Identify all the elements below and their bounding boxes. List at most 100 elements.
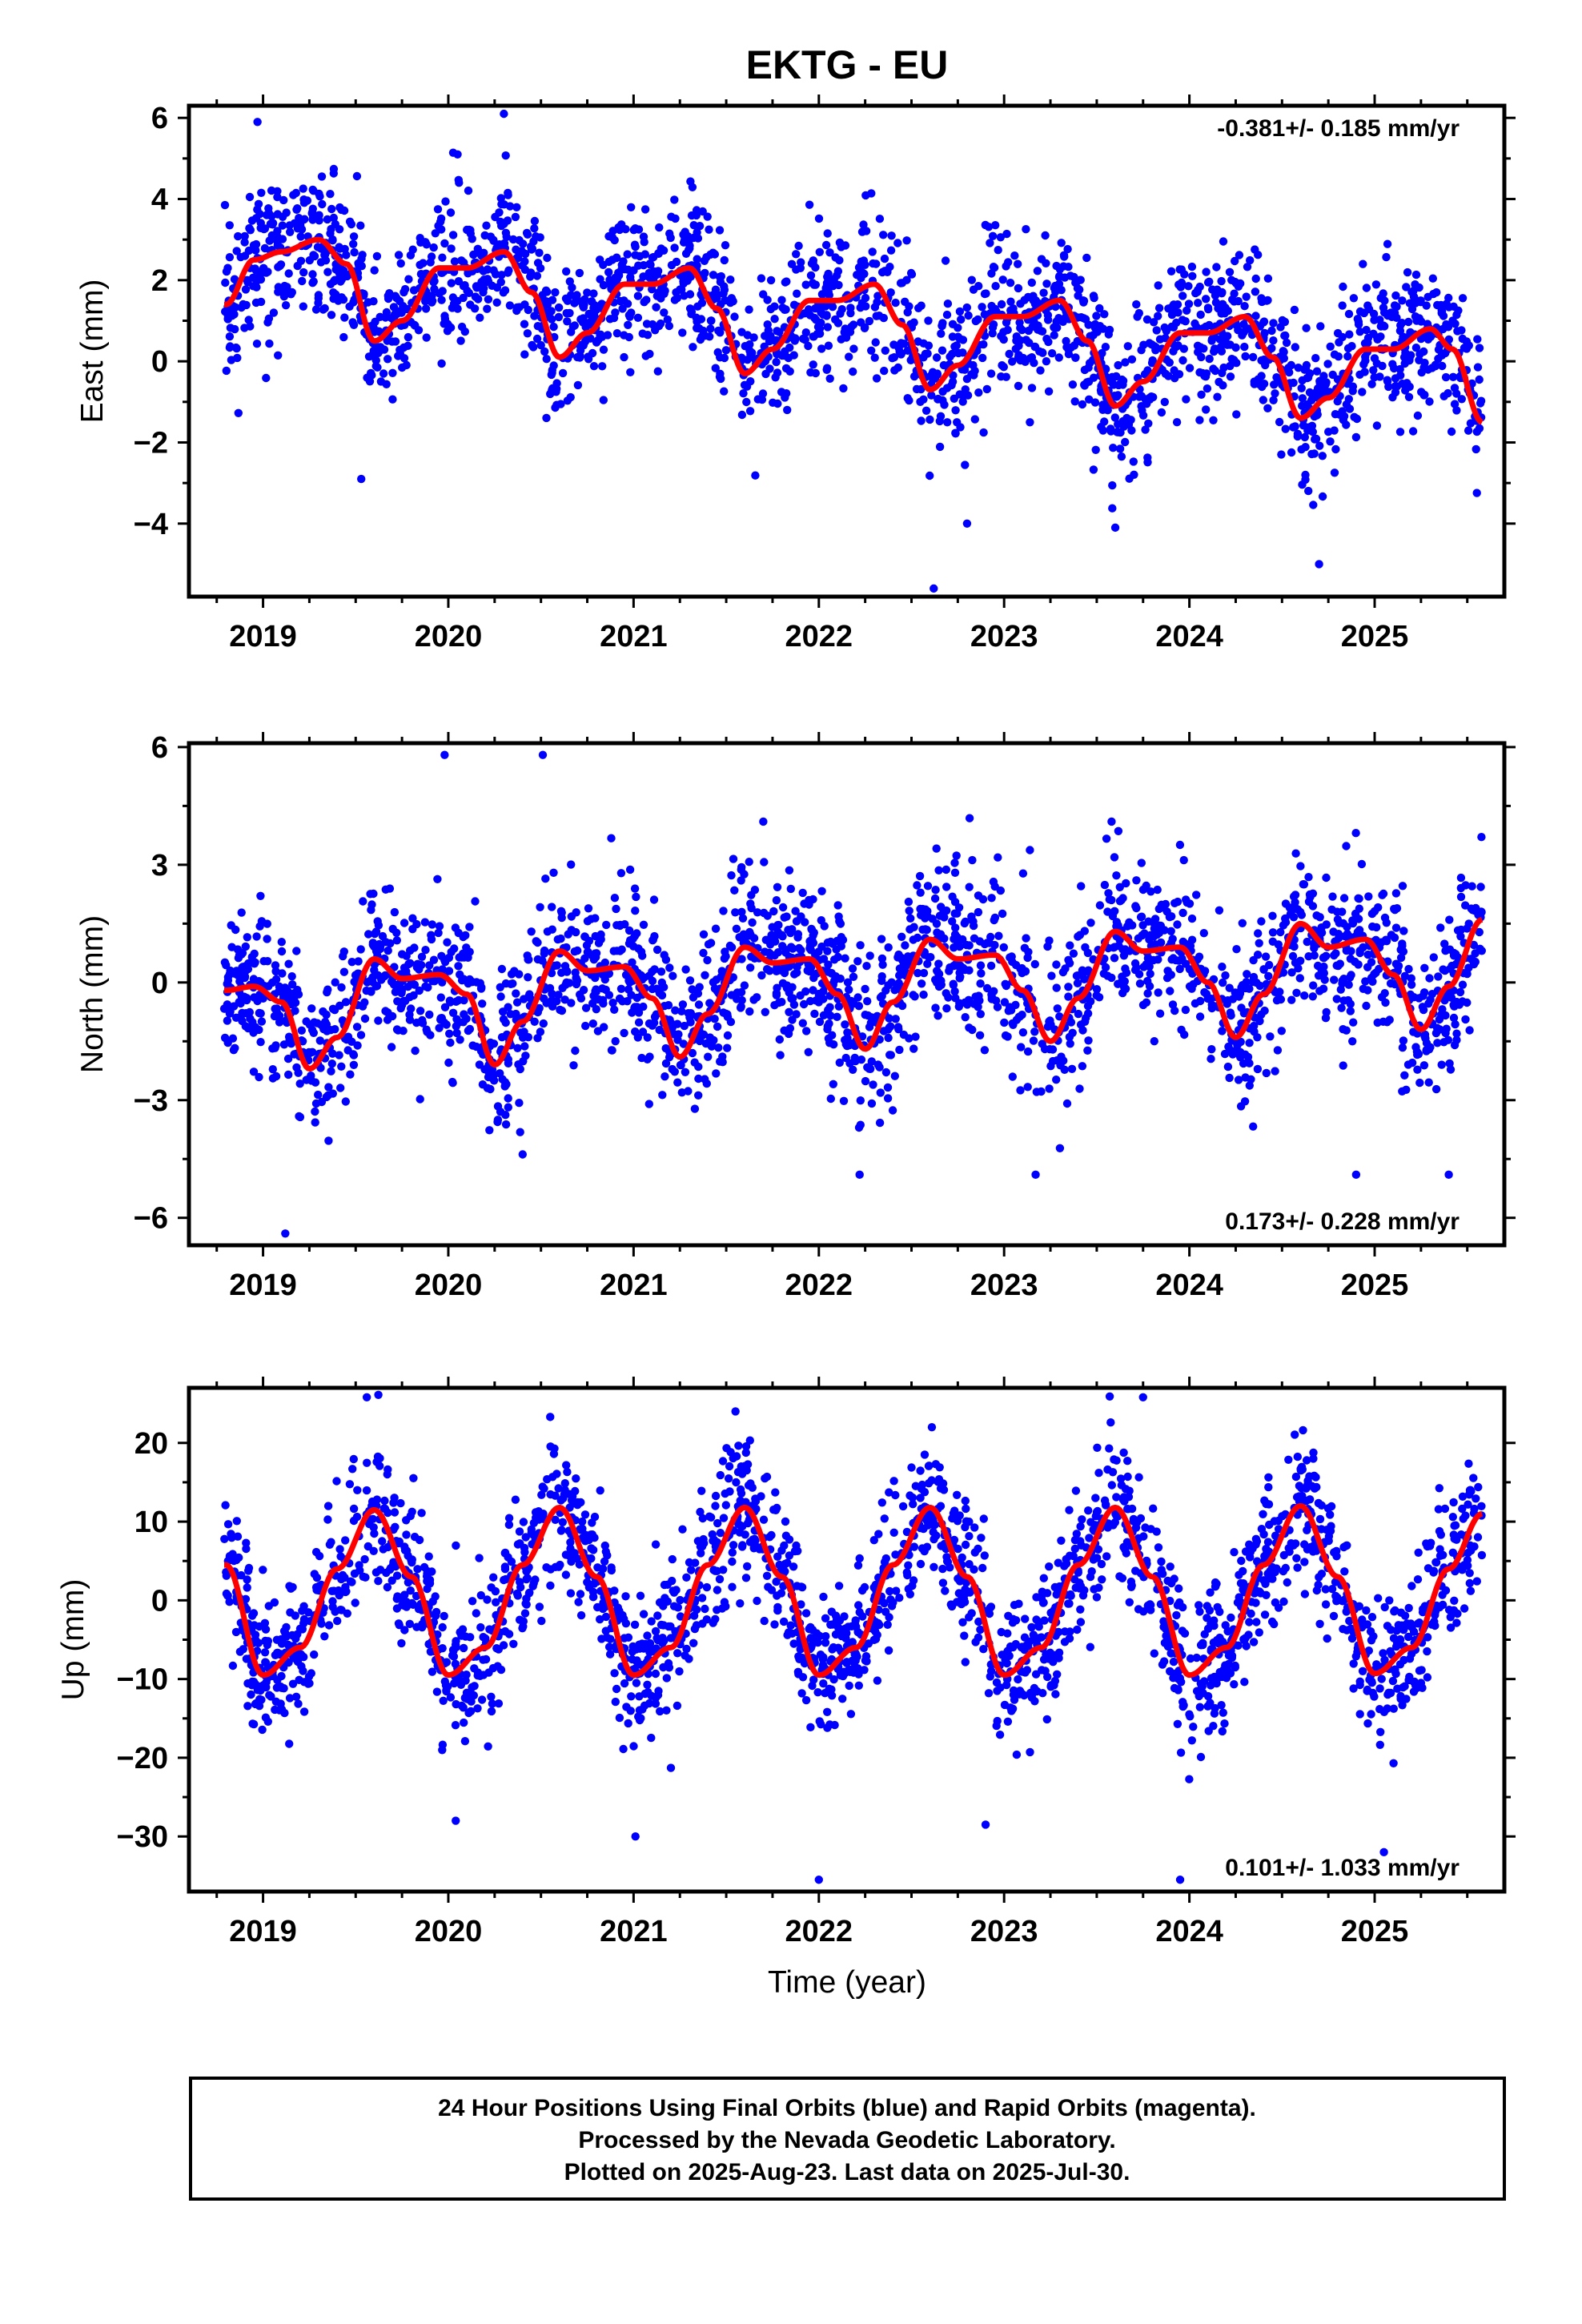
data-point bbox=[1297, 384, 1306, 392]
data-point bbox=[1178, 316, 1187, 324]
data-point bbox=[1073, 979, 1082, 988]
data-point bbox=[1066, 1039, 1074, 1048]
y-axis-label: North (mm) bbox=[75, 915, 110, 1073]
data-point bbox=[1101, 963, 1110, 972]
data-point bbox=[639, 232, 648, 241]
data-point bbox=[354, 260, 363, 269]
data-point bbox=[931, 1003, 940, 1012]
data-point bbox=[663, 315, 672, 324]
data-point bbox=[405, 1015, 415, 1024]
data-point bbox=[225, 1009, 235, 1018]
data-point bbox=[1438, 361, 1447, 371]
data-point bbox=[1225, 983, 1234, 992]
data-point bbox=[604, 267, 613, 277]
data-point bbox=[1395, 326, 1405, 336]
data-point bbox=[342, 251, 351, 259]
data-point bbox=[620, 1028, 628, 1038]
data-point bbox=[313, 1019, 322, 1027]
data-point bbox=[307, 1004, 316, 1013]
data-point bbox=[1369, 366, 1378, 375]
data-point bbox=[1271, 1067, 1279, 1076]
data-point bbox=[762, 965, 772, 974]
plot-frame bbox=[187, 103, 1507, 599]
data-point bbox=[788, 983, 797, 992]
data-point bbox=[825, 374, 834, 383]
data-point bbox=[507, 979, 516, 989]
data-point bbox=[335, 243, 343, 251]
x-tick-label: 2025 bbox=[1341, 1269, 1409, 1302]
data-point bbox=[1014, 381, 1023, 391]
data-point bbox=[529, 237, 538, 246]
data-point bbox=[1441, 372, 1451, 382]
data-point bbox=[1156, 921, 1166, 931]
data-point bbox=[621, 225, 630, 234]
data-point bbox=[446, 1038, 455, 1047]
data-point bbox=[645, 349, 654, 359]
data-point bbox=[921, 406, 931, 415]
data-point bbox=[815, 324, 825, 333]
data-point bbox=[285, 1035, 294, 1045]
data-point bbox=[297, 1026, 306, 1035]
data-point bbox=[997, 300, 1006, 309]
data-point bbox=[1218, 963, 1227, 971]
data-point bbox=[704, 940, 713, 949]
data-point bbox=[709, 248, 717, 257]
data-point bbox=[1444, 1170, 1453, 1180]
data-point bbox=[1100, 417, 1109, 426]
data-point bbox=[1225, 267, 1235, 276]
data-point bbox=[774, 998, 784, 1007]
data-point bbox=[1270, 380, 1279, 389]
data-point bbox=[417, 952, 427, 962]
data-point bbox=[648, 936, 657, 945]
data-point bbox=[906, 914, 915, 923]
data-point bbox=[1174, 370, 1184, 379]
data-point bbox=[1469, 1474, 1478, 1482]
data-point bbox=[1108, 378, 1117, 387]
data-point bbox=[1281, 918, 1291, 927]
data-point bbox=[760, 858, 769, 866]
data-point bbox=[1218, 1027, 1227, 1035]
data-point bbox=[1100, 310, 1109, 319]
data-point bbox=[1002, 229, 1011, 239]
data-point bbox=[611, 1037, 620, 1046]
data-point bbox=[1006, 279, 1015, 287]
data-point bbox=[857, 273, 865, 283]
data-point bbox=[948, 917, 957, 926]
data-point bbox=[773, 983, 781, 992]
data-point bbox=[706, 316, 716, 325]
data-point bbox=[846, 308, 855, 318]
data-point bbox=[1473, 363, 1483, 372]
data-point bbox=[628, 958, 636, 967]
data-point bbox=[1127, 355, 1137, 364]
data-point bbox=[1185, 965, 1195, 974]
data-point bbox=[865, 316, 874, 326]
data-point bbox=[1394, 963, 1403, 971]
data-point bbox=[464, 1026, 473, 1035]
data-point bbox=[457, 256, 466, 265]
data-point bbox=[244, 316, 253, 324]
data-point bbox=[1243, 970, 1251, 979]
data-point bbox=[948, 892, 957, 901]
data-point bbox=[1109, 444, 1118, 452]
data-point bbox=[278, 212, 287, 221]
data-point bbox=[902, 236, 911, 245]
data-point bbox=[323, 1091, 332, 1100]
y-tick-label: 0 bbox=[151, 1584, 168, 1618]
y-tick-label: 2 bbox=[151, 264, 168, 298]
data-point bbox=[897, 1001, 907, 1011]
data-point bbox=[346, 1070, 355, 1079]
data-point bbox=[371, 927, 381, 936]
data-point bbox=[299, 184, 307, 193]
data-point bbox=[1147, 941, 1156, 950]
data-point bbox=[1312, 367, 1322, 376]
data-point bbox=[223, 1016, 232, 1025]
data-point bbox=[632, 892, 640, 902]
data-point bbox=[1029, 1036, 1038, 1045]
data-point bbox=[1178, 908, 1187, 918]
data-point bbox=[1413, 1065, 1422, 1074]
data-point bbox=[1355, 328, 1364, 336]
data-point bbox=[387, 1011, 397, 1021]
data-point bbox=[1093, 328, 1102, 336]
data-point bbox=[1014, 259, 1022, 268]
data-point bbox=[612, 253, 621, 263]
